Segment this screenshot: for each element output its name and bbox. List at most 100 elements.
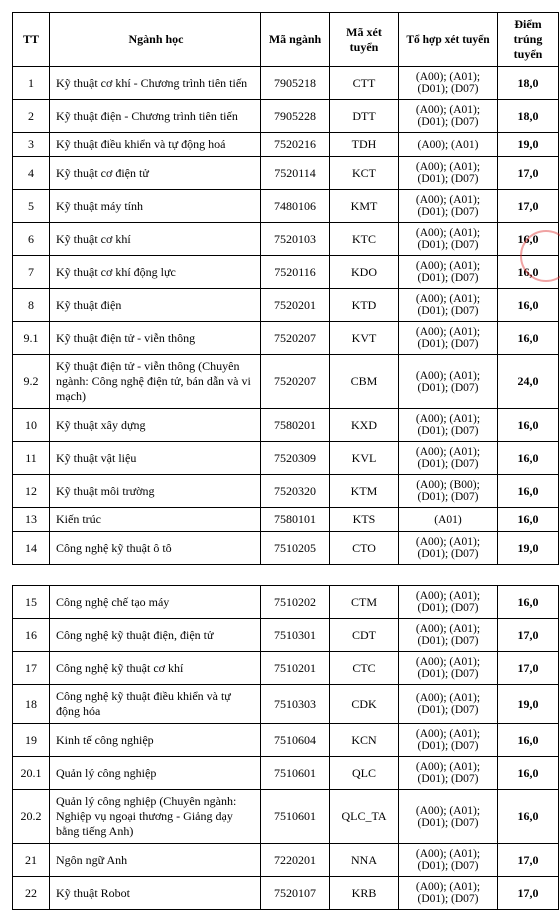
cell-name: Công nghệ chế tạo máy (50, 586, 261, 619)
cell-tt: 2 (13, 100, 50, 133)
cell-name: Kỹ thuật Robot (50, 877, 261, 910)
table-row: 15Công nghệ chế tạo máy7510202CTM(A00); … (13, 586, 559, 619)
cell-tt: 8 (13, 289, 50, 322)
cell-to: (A00); (A01); (D01); (D07) (399, 619, 498, 652)
cell-diem: 17,0 (498, 190, 559, 223)
cell-ma: 7520309 (261, 442, 330, 475)
cell-to: (A00); (A01); (D01); (D07) (399, 586, 498, 619)
table-row: 9.1Kỹ thuật điện tử - viễn thông7520207K… (13, 322, 559, 355)
cell-to: (A00); (A01); (D01); (D07) (399, 877, 498, 910)
table-row: 12Kỹ thuật môi trường7520320KTM(A00); (B… (13, 475, 559, 508)
cell-name: Kỹ thuật cơ khí động lực (50, 256, 261, 289)
cell-to: (A01) (399, 508, 498, 532)
cell-to: (A00); (A01); (D01); (D07) (399, 100, 498, 133)
cell-maxt: QLC_TA (330, 790, 399, 844)
cell-maxt: KMT (330, 190, 399, 223)
cell-tt: 12 (13, 475, 50, 508)
table-row: 14Công nghệ kỹ thuật ô tô7510205CTO(A00)… (13, 532, 559, 565)
cell-to: (A00); (A01); (D01); (D07) (399, 223, 498, 256)
cell-ma: 7905218 (261, 67, 330, 100)
cell-diem: 16,0 (498, 442, 559, 475)
cell-maxt: CDT (330, 619, 399, 652)
table-row: 6Kỹ thuật cơ khí7520103KTC(A00); (A01); … (13, 223, 559, 256)
cell-to: (A00); (A01); (D01); (D07) (399, 289, 498, 322)
cell-name: Kỹ thuật điện - Chương trình tiên tiến (50, 100, 261, 133)
cell-ma: 7510201 (261, 652, 330, 685)
cell-to: (A00); (A01); (D01); (D07) (399, 652, 498, 685)
cell-to: (A00); (A01); (D01); (D07) (399, 757, 498, 790)
cell-tt: 6 (13, 223, 50, 256)
cell-ma: 7510601 (261, 757, 330, 790)
cell-name: Kỹ thuật môi trường (50, 475, 261, 508)
table-row: 3Kỹ thuật điều khiển và tự động hoá75202… (13, 133, 559, 157)
table-row: 17Công nghệ kỹ thuật cơ khí7510201CTC(A0… (13, 652, 559, 685)
table-row: 11Kỹ thuật vật liệu7520309KVL(A00); (A01… (13, 442, 559, 475)
cell-to: (A00); (A01); (D01); (D07) (399, 724, 498, 757)
cell-to: (A00); (B00); (D01); (D07) (399, 475, 498, 508)
cell-to: (A00); (A01); (D01); (D07) (399, 157, 498, 190)
table-row: 13Kiến trúc7580101KTS(A01)16,0 (13, 508, 559, 532)
table-row: 10Kỹ thuật xây dựng7580201KXD(A00); (A01… (13, 409, 559, 442)
cell-to: (A00); (A01) (399, 133, 498, 157)
header-nganh: Ngành học (50, 13, 261, 67)
cell-ma: 7520320 (261, 475, 330, 508)
cell-ma: 7520116 (261, 256, 330, 289)
cell-name: Công nghệ kỹ thuật điều khiển và tự động… (50, 685, 261, 724)
cell-to: (A00); (A01); (D01); (D07) (399, 844, 498, 877)
header-tt: TT (13, 13, 50, 67)
cell-maxt: CTT (330, 67, 399, 100)
cell-ma: 7510303 (261, 685, 330, 724)
cell-diem: 17,0 (498, 877, 559, 910)
cell-ma: 7580101 (261, 508, 330, 532)
cell-to: (A00); (A01); (D01); (D07) (399, 256, 498, 289)
cell-tt: 5 (13, 190, 50, 223)
cell-ma: 7510202 (261, 586, 330, 619)
cell-to: (A00); (A01); (D01); (D07) (399, 409, 498, 442)
cell-to: (A00); (A01); (D01); (D07) (399, 322, 498, 355)
cell-name: Kỹ thuật điều khiển và tự động hoá (50, 133, 261, 157)
cell-name: Kinh tế công nghiệp (50, 724, 261, 757)
cell-maxt: KTS (330, 508, 399, 532)
cell-name: Kỹ thuật cơ khí - Chương trình tiên tiến (50, 67, 261, 100)
cell-tt: 3 (13, 133, 50, 157)
cell-maxt: KVL (330, 442, 399, 475)
cell-tt: 17 (13, 652, 50, 685)
cell-maxt: QLC (330, 757, 399, 790)
admissions-table-2: 15Công nghệ chế tạo máy7510202CTM(A00); … (12, 585, 559, 910)
header-diem: Điểm trúng tuyển (498, 13, 559, 67)
cell-name: Quản lý công nghiệp (50, 757, 261, 790)
cell-diem: 16,0 (498, 790, 559, 844)
cell-maxt: NNA (330, 844, 399, 877)
cell-diem: 19,0 (498, 532, 559, 565)
cell-tt: 11 (13, 442, 50, 475)
cell-diem: 16,0 (498, 409, 559, 442)
cell-to: (A00); (A01); (D01); (D07) (399, 532, 498, 565)
cell-tt: 18 (13, 685, 50, 724)
cell-to: (A00); (A01); (D01); (D07) (399, 790, 498, 844)
table-row: 1Kỹ thuật cơ khí - Chương trình tiên tiế… (13, 67, 559, 100)
cell-ma: 7520216 (261, 133, 330, 157)
cell-tt: 19 (13, 724, 50, 757)
table-row: 7Kỹ thuật cơ khí động lực7520116KDO(A00)… (13, 256, 559, 289)
cell-name: Kỹ thuật điện (50, 289, 261, 322)
table-row: 16Công nghệ kỹ thuật điện, điện tử751030… (13, 619, 559, 652)
cell-tt: 22 (13, 877, 50, 910)
cell-tt: 10 (13, 409, 50, 442)
cell-maxt: KRB (330, 877, 399, 910)
cell-tt: 21 (13, 844, 50, 877)
cell-ma: 7520207 (261, 355, 330, 409)
cell-diem: 18,0 (498, 67, 559, 100)
cell-tt: 4 (13, 157, 50, 190)
cell-to: (A00); (A01); (D01); (D07) (399, 67, 498, 100)
cell-tt: 16 (13, 619, 50, 652)
cell-name: Quản lý công nghiệp (Chuyên ngành: Nghiệ… (50, 790, 261, 844)
cell-diem: 16,0 (498, 475, 559, 508)
table-row: 8Kỹ thuật điện7520201KTD(A00); (A01); (D… (13, 289, 559, 322)
table-row: 20.1Quản lý công nghiệp7510601QLC(A00); … (13, 757, 559, 790)
cell-name: Công nghệ kỹ thuật ô tô (50, 532, 261, 565)
cell-ma: 7520103 (261, 223, 330, 256)
cell-maxt: KCT (330, 157, 399, 190)
cell-ma: 7520207 (261, 322, 330, 355)
admissions-table-1: TT Ngành học Mã ngành Mã xét tuyển Tổ hợ… (12, 12, 559, 565)
cell-tt: 9.2 (13, 355, 50, 409)
